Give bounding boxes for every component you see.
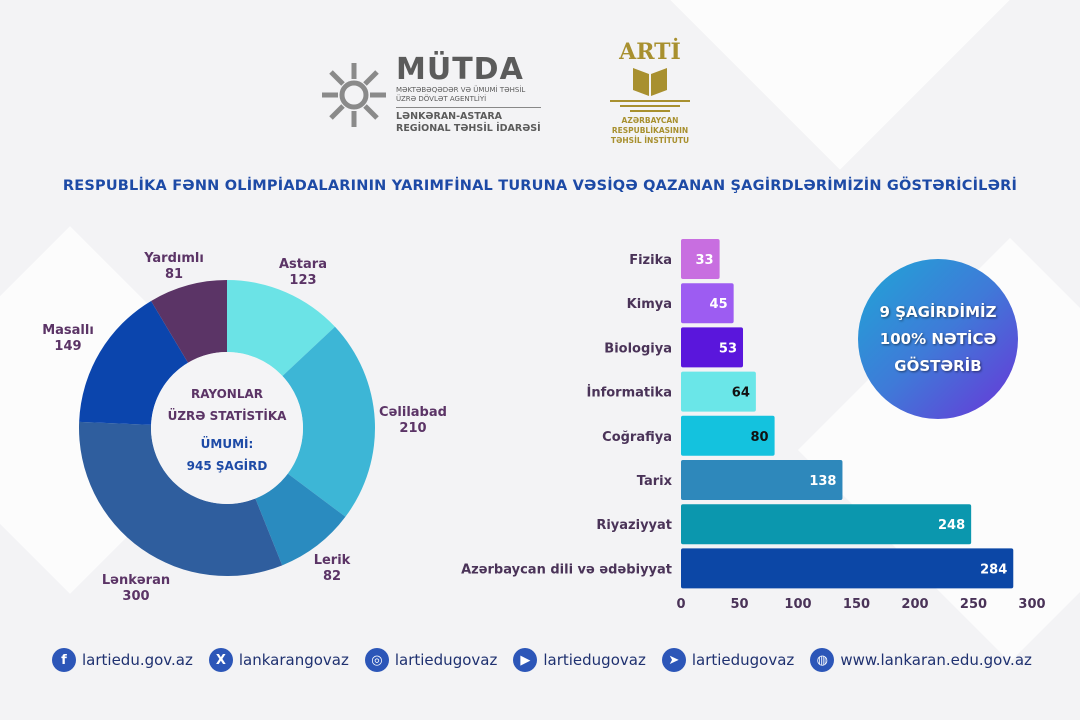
mutda-logo: MÜTDA MƏKTƏBƏQƏDƏR VƏ ÜMUMİ TƏHSİL ÜZRƏ … xyxy=(318,54,541,135)
bar-value-label: 64 xyxy=(732,386,750,401)
arti-line2: TƏHSİL İNSTİTUTU xyxy=(610,136,690,145)
slice-value: 123 xyxy=(289,273,316,288)
facebook-icon: f xyxy=(52,648,76,672)
footer-link-website[interactable]: ◍ www.lankaran.edu.gov.az xyxy=(810,648,1032,672)
donut-slice-0 xyxy=(227,280,335,377)
footer-text: www.lankaran.edu.gov.az xyxy=(840,651,1032,669)
bar-category-label: Coğrafiya xyxy=(602,430,672,445)
slice-value: 300 xyxy=(122,589,149,604)
donut-center-line3: ÜMUMİ: xyxy=(201,436,254,451)
slice-label: Yardımlı xyxy=(143,251,204,266)
arti-line1: AZƏRBAYCAN RESPUBLİKASININ xyxy=(611,116,689,135)
x-tick-label: 100 xyxy=(784,597,811,612)
donut-slice-1 xyxy=(282,326,375,517)
slice-label: Masallı xyxy=(42,323,94,338)
x-tick-label: 250 xyxy=(960,597,987,612)
badge-line1: 9 ŞAGİRDİMİZ xyxy=(879,302,997,321)
bar-value-label: 138 xyxy=(809,474,836,489)
book-icon xyxy=(610,68,690,112)
bar-value-label: 248 xyxy=(938,518,965,533)
telegram-icon: ➤ xyxy=(661,648,686,672)
donut-center-line4: 945 ŞAGİRD xyxy=(187,458,268,473)
arti-name: ARTİ xyxy=(619,39,681,65)
badge-line3: GÖSTƏRİB xyxy=(894,356,982,375)
mutda-emblem-icon xyxy=(322,62,386,127)
footer-link-youtube[interactable]: ▶ lartiedugovaz xyxy=(513,648,646,672)
mutda-line3: LƏNKƏRAN-ASTARA xyxy=(396,111,503,122)
globe-icon: ◍ xyxy=(810,648,835,672)
x-tick-label: 0 xyxy=(676,597,685,612)
bar-2 xyxy=(681,327,744,368)
instagram-icon: ◎ xyxy=(364,648,389,672)
slice-label: Cəlilabad xyxy=(379,405,447,420)
mutda-line1: MƏKTƏBƏQƏDƏR VƏ ÜMUMİ TƏHSİL xyxy=(396,86,526,94)
page-title: RESPUBLİKA FƏNN OLİMPİADALARININ YARIMFİ… xyxy=(62,178,1018,194)
subject-bar-chart: Fizika 33 Kimya 45 Biologiya 53 İnformatika 64 C… xyxy=(461,239,1046,612)
bar-value-label: 45 xyxy=(710,297,728,312)
donut-center-line2: ÜZRƏ STATİSTİKA xyxy=(168,408,288,423)
bar-value-label: 53 xyxy=(719,341,737,356)
slice-value: 82 xyxy=(323,569,341,584)
arti-logo: ARTİ AZƏRBAYCAN RESPUBLİKASININ TƏHSİL İN… xyxy=(588,40,712,146)
slice-label: Astara xyxy=(279,257,327,272)
bar-7 xyxy=(681,548,1014,589)
donut-hole xyxy=(151,352,303,504)
bar-6 xyxy=(681,504,972,545)
bar-category-label: İnformatika xyxy=(587,385,673,401)
donut-slice-2 xyxy=(255,473,346,566)
bar-category-label: Riyaziyyat xyxy=(596,518,672,533)
donut-slice-4 xyxy=(79,300,189,425)
bar-value-label: 284 xyxy=(980,562,1007,577)
footer-text: lartiedugovaz xyxy=(394,651,498,669)
footer-link-telegram[interactable]: ➤ lartiedugovaz xyxy=(661,648,795,672)
slice-label: Lerik xyxy=(314,553,351,568)
footer-text: lartiedu.gov.az xyxy=(82,651,193,669)
slice-value: 149 xyxy=(54,339,81,354)
donut-slice-3 xyxy=(79,421,283,576)
x-tick-label: 200 xyxy=(901,597,928,612)
bar-value-label: 33 xyxy=(696,253,714,268)
youtube-icon: ▶ xyxy=(513,648,538,672)
mutda-line4: REGİONAL TƏHSİL İDARƏSİ xyxy=(396,123,541,134)
result-badge: 9 ŞAGİRDİMİZ 100% NƏTİCƏ GÖSTƏRİB xyxy=(858,259,1018,419)
bar-category-label: Biologiya xyxy=(604,341,672,356)
footer-link-instagram[interactable]: ◎ lartiedugovaz xyxy=(364,648,498,672)
footer-text: lartiedugovaz xyxy=(691,651,795,669)
mutda-line2: ÜZRƏ DÖVLƏT AGENTLİYİ xyxy=(396,95,487,103)
footer-text: lankarangovaz xyxy=(238,651,349,669)
donut-slice-5 xyxy=(151,280,227,363)
bar-category-label: Azərbaycan dili və ədəbiyyat xyxy=(461,562,672,577)
bar-value-label: 80 xyxy=(751,430,769,445)
slice-value: 81 xyxy=(165,267,183,282)
x-tick-label: 50 xyxy=(730,597,748,612)
x-tick-label: 150 xyxy=(843,597,870,612)
slice-value: 210 xyxy=(399,421,426,436)
footer-link-facebook[interactable]: f lartiedu.gov.az xyxy=(52,648,193,672)
bar-category-label: Tarix xyxy=(637,474,673,489)
x-icon: X xyxy=(208,648,233,672)
bar-0 xyxy=(681,239,720,279)
x-tick-label: 300 xyxy=(1018,597,1045,612)
mutda-name: MÜTDA xyxy=(396,52,524,87)
bar-category-label: Kimya xyxy=(627,297,672,312)
bar-category-label: Fizika xyxy=(629,253,672,268)
footer-text: lartiedugovaz xyxy=(543,651,646,669)
slice-label: Lənkəran xyxy=(102,573,170,588)
donut-center-line1: RAYONLAR xyxy=(191,387,263,401)
bar-1 xyxy=(681,283,734,324)
badge-line2: 100% NƏTİCƏ xyxy=(879,329,997,348)
bar-5 xyxy=(681,460,843,500)
bar-4 xyxy=(681,415,775,456)
bar-3 xyxy=(681,371,756,412)
